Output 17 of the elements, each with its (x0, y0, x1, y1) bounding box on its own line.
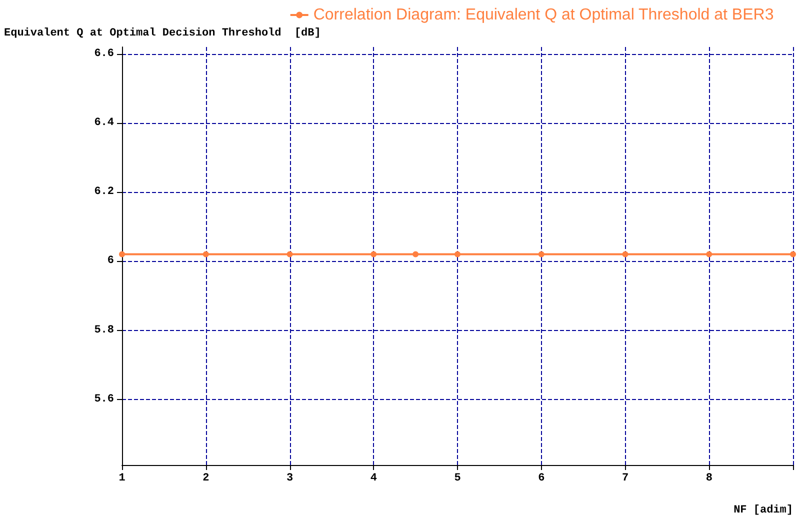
x-tick-label: 2 (202, 472, 210, 484)
y-tick-label: 5.6 (94, 393, 114, 406)
y-tick-label: 6 (107, 255, 114, 268)
x-tick-label: 6 (538, 472, 545, 484)
y-tick-label: 6.2 (94, 186, 114, 198)
x-tick-label: 8 (706, 472, 713, 484)
legend-label: Correlation Diagram: Equivalent Q at Optimal Threshold at BER3 (313, 6, 774, 24)
y-tick-label: 5.8 (94, 324, 114, 336)
x-axis-title: NF [adim] (734, 504, 793, 516)
x-tick-label: 3 (286, 472, 294, 484)
x-tick-label: 7 (622, 472, 629, 484)
y-tick-label: 6.4 (94, 117, 114, 129)
x-tick-label: 1 (118, 472, 126, 484)
x-tick-label: 4 (370, 472, 378, 484)
y-tick-label: 6.6 (94, 48, 114, 60)
x-tick-label: 5 (454, 472, 462, 484)
y-axis-title: Equivalent Q at Optimal Decision Threshold [dB] (4, 28, 321, 40)
